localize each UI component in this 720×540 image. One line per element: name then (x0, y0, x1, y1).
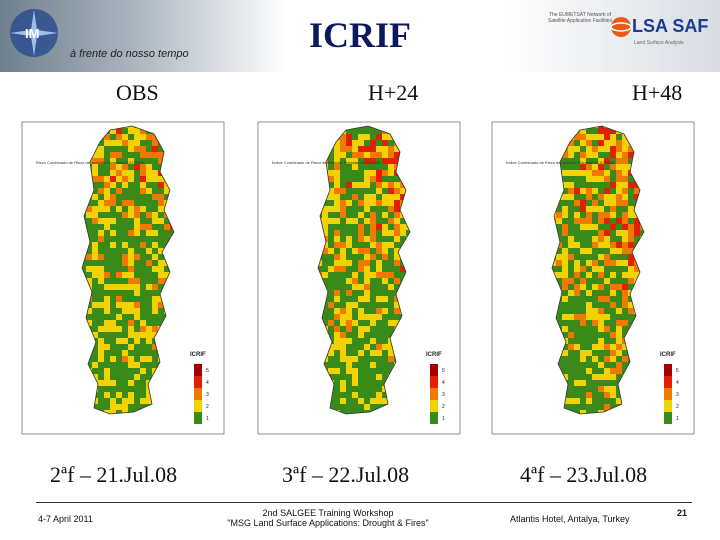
footer-date: 4-7 April 2011 (38, 514, 93, 524)
legend-swatch (664, 364, 672, 376)
map-note: Índice Combinado de Risco de Incêndio Fl… (506, 160, 615, 165)
column-label-obs: OBS (116, 80, 159, 105)
country-outline (551, 125, 645, 415)
legend-swatch (194, 400, 202, 412)
legend-level-label: 2 (206, 404, 209, 410)
legend-level-label: 4 (442, 380, 445, 386)
map-legend: ICRIF 5 4 3 2 1 (426, 352, 445, 424)
map-note: Risco Combinado de Risco de Incêndio Flo… (36, 160, 144, 165)
map-obs: Risco Combinado de Risco de Incêndio Flo… (14, 112, 232, 442)
lsa-saf-logo: LSA SAF (632, 16, 709, 36)
legend-level-label: 3 (206, 392, 209, 398)
legend-swatch (664, 376, 672, 388)
header-banner (0, 0, 720, 72)
legend-swatch (664, 388, 672, 400)
im-logo-icon: IM (10, 9, 58, 57)
legend-level-label: 2 (442, 404, 445, 410)
legend-title: ICRIF (190, 352, 206, 358)
legend-swatch (194, 388, 202, 400)
footer-venue: Atlantis Hotel, Antalya, Turkey (510, 514, 630, 524)
date-obs: 2ªf – 21.Jul.08 (50, 462, 178, 487)
legend-level-label: 1 (442, 416, 445, 422)
map-obs-graphic: Risco Combinado de Risco de Incêndio Flo… (21, 121, 225, 435)
legend-level-label: 4 (676, 380, 679, 386)
map-h48-graphic: Índice Combinado de Risco de Incêndio Fl… (491, 121, 695, 435)
map-note: Índice Combinado de Risco de Incêndio Fl… (272, 160, 381, 165)
legend-level-label: 3 (442, 392, 445, 398)
country-outline (317, 125, 411, 415)
map-h48: Índice Combinado de Risco de Incêndio Fl… (484, 112, 702, 442)
legend-level-label: 5 (206, 368, 209, 374)
lsa-globe-icon (610, 17, 632, 37)
legend-level-label: 1 (676, 416, 679, 422)
map-h24: Índice Combinado de Risco de Incêndio Fl… (250, 112, 468, 442)
footer-workshop: 2nd SALGEE Training Workshop "MSG Land S… (200, 508, 456, 528)
map-legend: ICRIF 5 4 3 2 1 (190, 352, 209, 424)
footer-workshop-line1: 2nd SALGEE Training Workshop (262, 508, 394, 518)
legend-swatch (664, 412, 672, 424)
tagline: à frente do nosso tempo (70, 48, 189, 60)
legend-title: ICRIF (426, 352, 442, 358)
legend-level-label: 5 (676, 368, 679, 374)
date-h24: 3ªf – 22.Jul.08 (282, 462, 410, 487)
legend-level-label: 5 (442, 368, 445, 374)
lsa-subtitle: Land Surface Analysis (634, 40, 684, 46)
footer-divider (36, 502, 692, 503)
legend-swatch (430, 376, 438, 388)
legend-swatch (430, 400, 438, 412)
map-legend: ICRIF 5 4 3 2 1 (660, 352, 679, 424)
legend-swatch (430, 388, 438, 400)
country-outline (81, 125, 175, 415)
legend-swatch (430, 412, 438, 424)
column-label-h24: H+24 (368, 80, 419, 105)
page-title: ICRIF (308, 15, 411, 55)
svg-text:IM: IM (25, 26, 39, 41)
map-h24-graphic: Índice Combinado de Risco de Incêndio Fl… (257, 121, 461, 435)
legend-swatch (194, 412, 202, 424)
lsa-network-text: The EUMETSAT Network of Satellite Applic… (547, 12, 613, 24)
legend-swatch (194, 364, 202, 376)
legend-level-label: 1 (206, 416, 209, 422)
legend-level-label: 2 (676, 404, 679, 410)
legend-swatch (664, 400, 672, 412)
legend-swatch (430, 364, 438, 376)
column-label-h48: H+48 (632, 80, 683, 105)
date-h48: 4ªf – 23.Jul.08 (520, 462, 648, 487)
legend-title: ICRIF (660, 352, 676, 358)
legend-swatch (194, 376, 202, 388)
legend-level-label: 3 (676, 392, 679, 398)
page-number: 21 (677, 508, 688, 518)
legend-level-label: 4 (206, 380, 209, 386)
footer-workshop-line2: "MSG Land Surface Applications: Drought … (227, 518, 429, 528)
